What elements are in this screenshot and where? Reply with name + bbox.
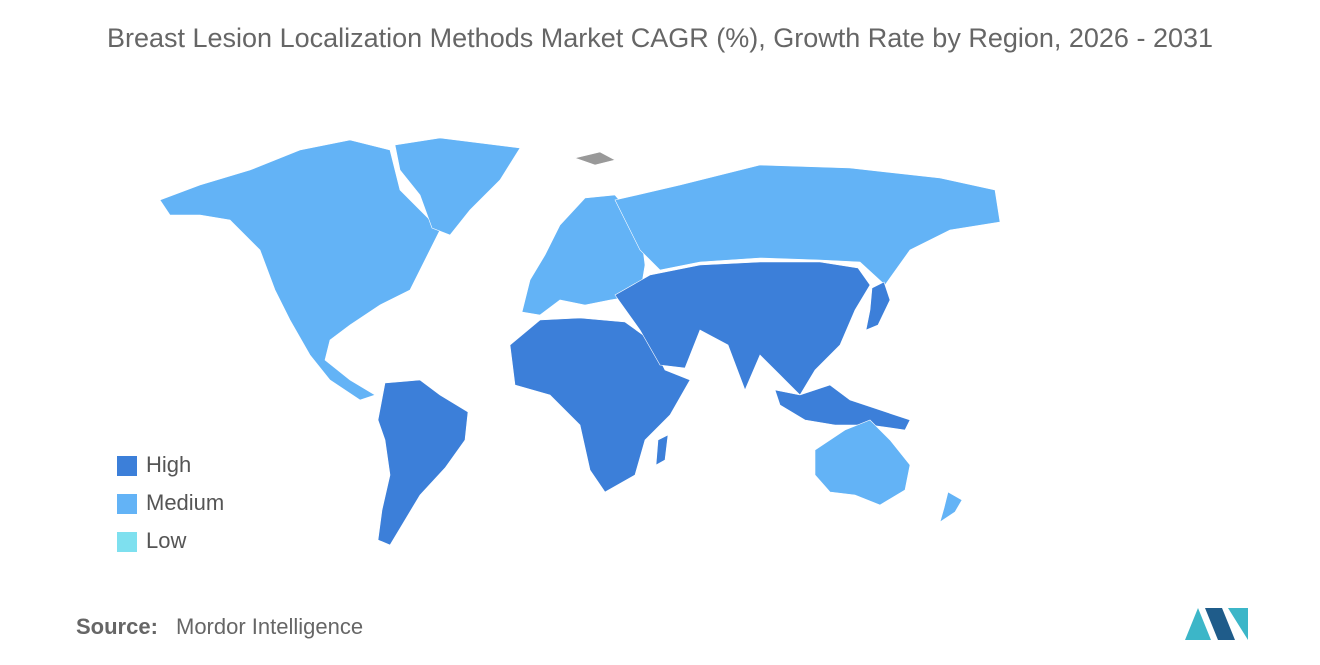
legend-swatch: [117, 532, 137, 552]
legend-swatch: [117, 456, 137, 476]
source-text: Mordor Intelligence: [176, 614, 363, 639]
region-australia: [814, 419, 911, 506]
region-new-zealand: [939, 491, 963, 523]
legend: High Medium Low: [117, 452, 224, 553]
legend-label: High: [146, 452, 191, 477]
region-africa: [509, 317, 691, 493]
region-greenland: [394, 137, 521, 236]
region-russia: [614, 164, 1001, 286]
region-se-asia: [774, 384, 911, 431]
title: Breast Lesion Localization Methods Marke…: [107, 23, 1213, 53]
region-no-data: [573, 151, 616, 166]
region-madagascar: [655, 434, 669, 466]
region-japan: [865, 281, 891, 331]
region-south-america: [377, 379, 469, 546]
legend-swatch: [117, 494, 137, 514]
logo: [1185, 608, 1248, 640]
legend-label: Low: [146, 528, 186, 553]
legend-label: Medium: [146, 490, 224, 515]
world-map: [159, 137, 1001, 546]
region-north-america: [159, 139, 441, 401]
region-asia: [614, 261, 871, 396]
source-label: Source:: [76, 614, 158, 639]
